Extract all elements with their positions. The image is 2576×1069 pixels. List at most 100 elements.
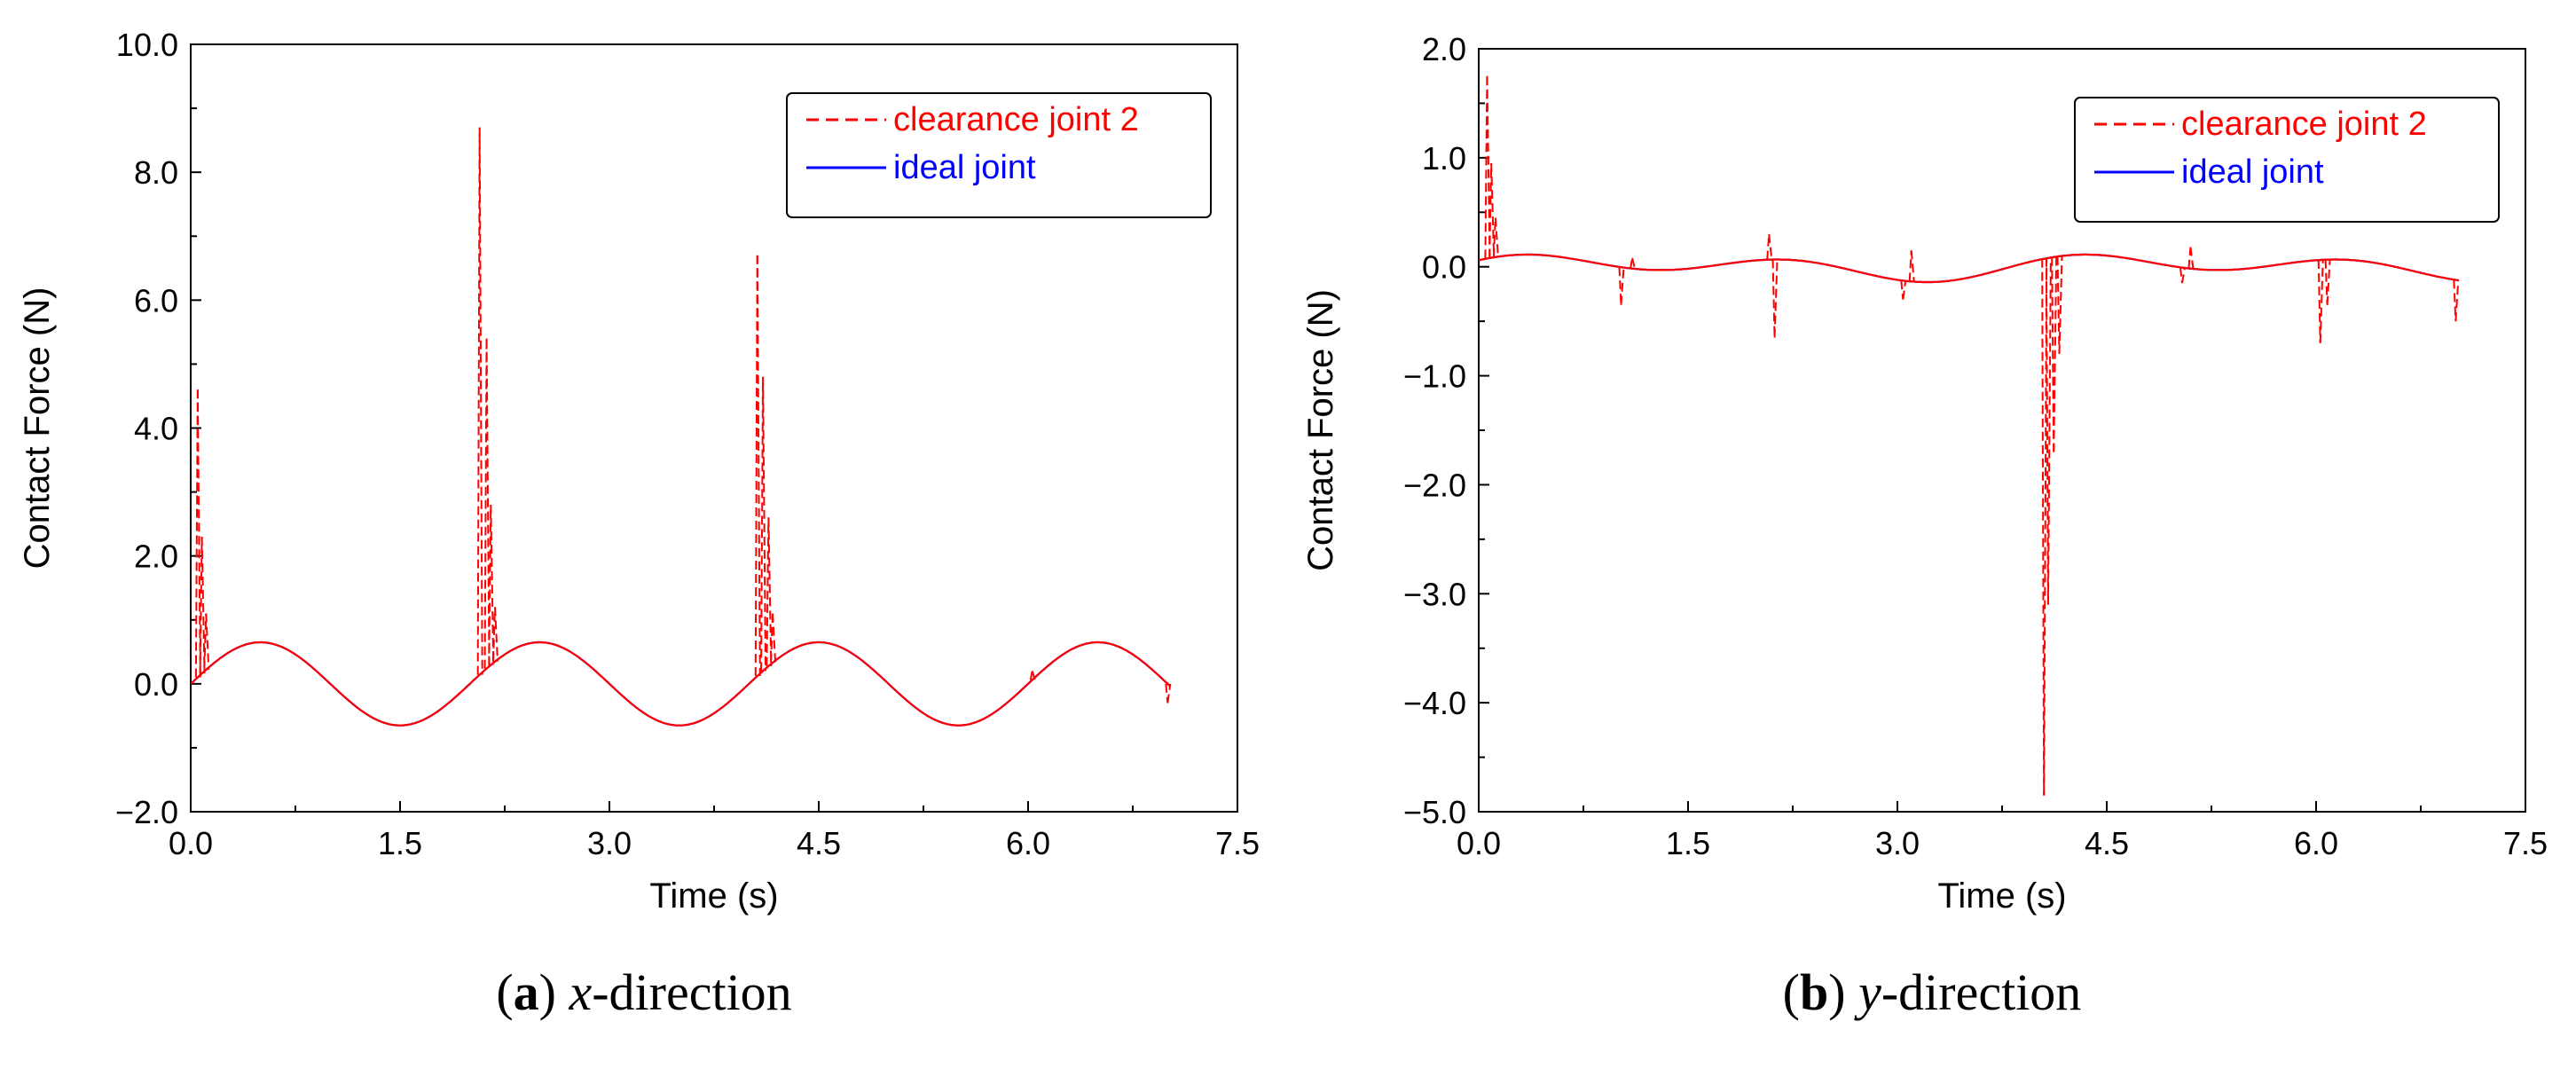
chart-1-spike-mark [2326,259,2331,305]
chart-1-legend-label: clearance joint 2 [2181,106,2427,143]
chart-0-spike-mark [760,376,765,672]
chart-1-spike-mark [2041,258,2046,796]
chart-1-clearance-joint-line [1479,253,2459,284]
chart-0-spike-mark [767,517,773,666]
chart-0-spike-mark [485,338,491,669]
chart-0-spike-mark [488,504,492,665]
chart-0-x-tick-label: 0.0 [169,825,213,861]
chart-0-spike-mark [476,127,481,675]
chart-0-ideal-joint-line [191,641,1172,727]
chart-1-spike-mark [1488,162,1493,258]
chart-1-legend-box [2074,97,2500,223]
chart-0-spike-mark [478,127,483,675]
chart-0-y-tick-label: 0.0 [134,666,178,703]
chart-1-spike-mark [2319,259,2324,343]
chart-1-x-tick-label: 1.5 [1666,825,1710,861]
caption-b-rest: -direction [1881,963,2082,1021]
chart-0-spike-mark [491,607,496,662]
chart-b-svg: 0.0 1.5 3.0 4.5 6.0 7.5 −5.0 −4.0 −3.0 −2.0 −1.0 0.… [1301,31,2548,916]
chart-1-spike-mark [2317,260,2321,343]
chart-1-spike-mark [1631,257,1637,269]
chart-1-spike-mark [1486,75,1491,259]
chart-1-spike-mark [1773,259,1779,338]
chart-0-y-axis-title: Contact Force (N) [18,287,57,570]
chart-0-x-tick-label: 3.0 [587,825,632,861]
caption-a-var: x [569,963,593,1021]
chart-0-legend-label: clearance joint 2 [893,101,1139,138]
chart-0-spike-mark [205,613,210,671]
chart-0-x-tick-label: 1.5 [378,825,422,861]
chart-1-x-tick-label: 7.5 [2503,825,2548,861]
chart-1-spike-mark [1630,257,1634,269]
chart-0-spike-mark [199,537,203,674]
chart-1-spike-mark [2053,256,2058,452]
chart-0-spike-mark [756,255,761,677]
chart-0-spike-mark [490,504,495,665]
chart-0-y-tick-label: 10.0 [116,27,178,63]
chart-0-y-tick-label: 8.0 [134,154,178,191]
chart-1-y-tick-label: −3.0 [1403,576,1466,612]
chart-0-spike-mark [196,389,201,678]
chart-1-spike-mark [2189,247,2195,269]
chart-0-spike-mark [1166,683,1172,703]
chart-1-spike-mark [2043,258,2048,796]
chart-0-data-area [191,127,1172,727]
chart-0-clearance-joint-line [191,641,1172,727]
caption-a: (a) x-direction [496,963,792,1021]
chart-0-spike-mark [772,613,777,664]
chart-1-spike-mark [1494,217,1499,257]
chart-0-legend-box [786,92,1212,218]
caption-a-rest: -direction [592,963,792,1021]
chart-1-y-axis-title: Contact Force (N) [1301,289,1340,571]
chart-0-spike-mark [1031,671,1036,680]
chart-1-y-tick-label: −2.0 [1403,467,1466,503]
chart-1-spike-mark [2046,257,2052,605]
chart-1-spike-mark [2454,279,2460,322]
chart-1-x-tick-label: 4.5 [2085,825,2129,861]
chart-1-spike-mark [2180,267,2186,284]
chart-1-spike-mark [1768,233,1773,260]
chart-a-svg: 0.0 1.5 3.0 4.5 6.0 7.5−2.00.02.04.06.08.010.… [18,27,1260,916]
chart-1-spike-mark [1620,267,1625,305]
chart-1-spike-mark [1490,162,1496,258]
caption-b: (b) y-direction [1782,963,2082,1021]
chart-1-data-area [1479,75,2460,796]
chart-1-y-tick-label: −4.0 [1403,685,1466,721]
caption-a-label: a [513,963,539,1021]
chart-1-y-tick-label: 2.0 [1422,31,1466,67]
chart-panel-b: 0.0 1.5 3.0 4.5 6.0 7.5 −5.0 −4.0 −3.0 −2.0 −1.0 0.… [1288,0,2576,1069]
chart-1-spike-mark [1902,280,1907,300]
chart-1-spike-mark [1908,250,1912,282]
chart-panel-a: 0.0 1.5 3.0 4.5 6.0 7.5 −2.0 0.0 2.0 4.0 6.0 8.0 10.… [18,27,1260,1021]
chart-1-spike-mark [2058,255,2063,355]
chart-0-spike-mark [203,613,208,670]
chart-1-x-tick-label: 3.0 [1875,825,1920,861]
chart-1-x-tick-label: 6.0 [2294,825,2338,861]
chart-0-spike-mark [493,607,499,662]
chart-1-y-tick-label: 1.0 [1422,140,1466,177]
caption-b-label: b [1800,963,1829,1021]
chart-1-spike-mark [2179,267,2183,284]
chart-1-y-tick-label: −1.0 [1403,358,1466,395]
chart-1-spike-mark [1910,250,1915,282]
chart-0-x-axis-title: Time (s) [649,876,778,916]
chart-1-legend-label: ideal joint [2181,153,2324,191]
chart-1-spike-mark [2045,257,2049,605]
chart-0-legend-label: ideal joint [893,149,1036,186]
chart-0-x-tick-label: 4.5 [797,825,841,861]
chart-0-spike-mark [483,338,488,669]
chart-1-x-tick-label: 0.0 [1457,825,1501,861]
chart-0-y-tick-label: 2.0 [134,538,178,575]
chart-0-spike-mark [762,376,767,672]
chart-0-spike-mark [766,517,770,666]
chart-1-y-tick-label: 0.0 [1422,249,1466,286]
chart-0-x-tick-label: 7.5 [1215,825,1260,861]
chart-0-y-tick-label: 4.0 [134,411,178,447]
chart-1-x-axis-title: Time (s) [1937,876,2066,916]
chart-1-spike-mark [2324,259,2329,305]
chart-1-y-tick-label: −5.0 [1403,794,1466,830]
chart-1-spike-mark [1771,259,1776,338]
chart-0-spike-mark [754,255,758,677]
chart-0-y-tick-label: −2.0 [115,794,178,830]
chart-0-y-tick-label: 6.0 [134,282,178,318]
